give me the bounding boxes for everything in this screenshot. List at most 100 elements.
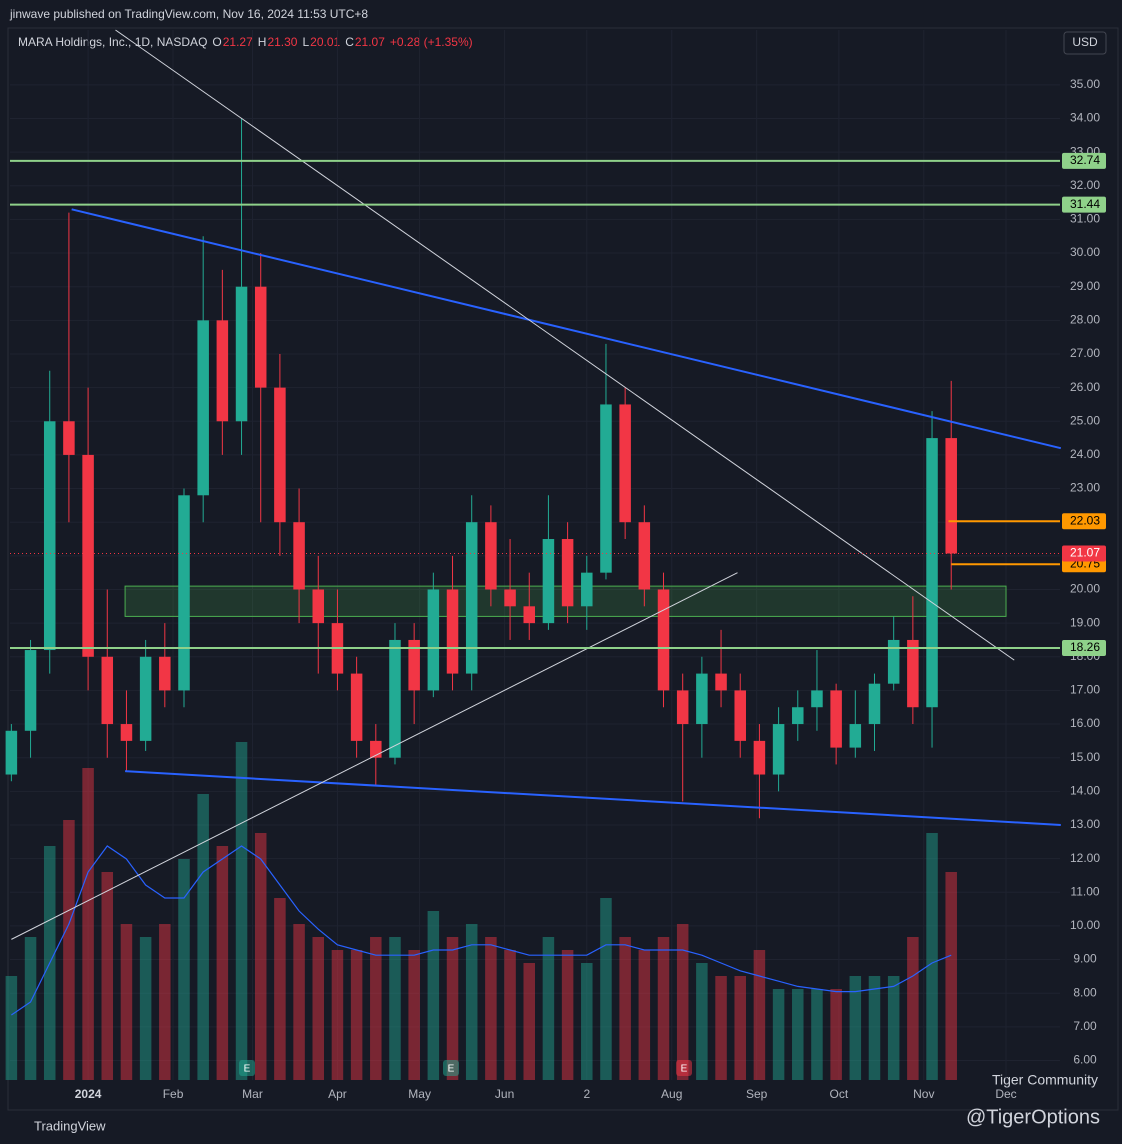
y-tick-label: 19.00 [1070,615,1100,629]
y-tick-label: 10.00 [1070,918,1100,932]
candle-body [504,589,516,607]
level-label: 32.74 [1070,153,1100,167]
x-tick-label: Mar [242,1087,263,1101]
volume-bar [5,976,18,1080]
y-tick-label: 20.00 [1070,582,1100,596]
candle-body [43,421,56,651]
candle-body [772,724,785,775]
candle-body [945,438,957,554]
candle-body [178,495,190,691]
earnings-label: E [448,1064,455,1075]
candle-body [370,740,382,758]
y-tick-label: 23.00 [1070,481,1100,495]
y-tick-label: 34.00 [1070,111,1100,125]
volume-bar [370,937,382,1080]
candle-body [408,639,420,691]
earnings-marker [676,1060,692,1076]
y-tick-label: 13.00 [1070,817,1100,831]
candle-body [159,656,171,691]
candle-body [139,656,152,741]
level-tag [1062,152,1106,169]
y-tick-label: 32.00 [1070,178,1100,192]
legend-l: 20.01 [310,35,340,49]
candle-body [120,724,133,741]
y-tick-label: 28.00 [1070,313,1100,327]
legend-h: 21.30 [267,35,297,49]
volume-bar [600,898,612,1080]
y-tick-label: 11.00 [1070,884,1099,898]
x-tick-label: Apr [328,1087,347,1101]
level-label: 22.03 [1070,513,1100,527]
candle-body [868,683,881,725]
legend-c-key: C [345,35,354,49]
x-tick-label: 2 [583,1087,590,1101]
candle-body [197,320,209,496]
level-label: 18.26 [1070,640,1100,654]
volume-bar [312,937,325,1080]
y-tick-label: 8.00 [1073,985,1097,999]
y-tick-label: 6.00 [1073,1053,1097,1067]
candle-body [235,286,248,422]
volume-bar [331,950,344,1080]
volume-bar [753,950,766,1080]
candle-body [254,286,267,388]
y-tick-label: 7.00 [1073,1019,1097,1033]
volume-bar [715,976,727,1080]
candle-body [561,539,574,607]
volume-bar [350,950,363,1080]
volume-bar [293,924,305,1080]
volume-bar [465,924,478,1080]
earnings-label: E [681,1064,688,1075]
volume-bar [696,963,708,1080]
level-tag [1062,640,1106,657]
currency[interactable]: USD [1072,35,1098,49]
y-tick-label: 15.00 [1070,750,1100,764]
currency-box[interactable] [1063,31,1107,55]
candle-body [676,690,689,725]
volume-bar [619,937,631,1080]
candle-body [24,650,37,731]
volume-bar [561,950,574,1080]
volume-ma [11,845,952,1016]
y-tick-label: 30.00 [1070,245,1100,259]
trend-line [115,29,1015,661]
volume-bar [120,924,133,1080]
candle-body [734,690,746,741]
volume-bar [523,963,535,1080]
volume-bar [408,950,420,1080]
volume-bar [178,859,190,1080]
candle-body [849,724,862,748]
candle-body [389,639,401,758]
y-tick-label: 31.00 [1070,212,1100,226]
volume-bar [638,950,651,1080]
volume-bar [657,937,670,1080]
candle-body [5,730,18,775]
frame [7,27,1119,1111]
candle-body [312,589,325,624]
y-tick-label: 14.00 [1070,784,1100,798]
y-tick-label: 27.00 [1070,346,1100,360]
x-tick-label: May [408,1087,431,1101]
earnings-marker [239,1060,255,1076]
volume-bar [676,924,689,1080]
trend-line [11,572,738,940]
x-tick-label: Nov [913,1087,934,1101]
volume-bar [811,989,823,1080]
level-label: 31.44 [1070,197,1100,211]
earnings-marker [443,1060,459,1076]
volume-bar [734,976,746,1080]
brand: TradingView [34,1118,106,1133]
volume-bar [101,872,114,1080]
candle-body [63,421,75,455]
x-tick-label: Sep [746,1087,768,1101]
volume-bar [792,989,804,1080]
candle-body [542,539,555,624]
candle-body [887,639,900,684]
volume-bar [197,794,209,1080]
candle-body [446,589,459,674]
candle-body [350,673,363,741]
y-tick-label: 16.00 [1070,716,1100,730]
x-tick-label: Dec [995,1087,1016,1101]
